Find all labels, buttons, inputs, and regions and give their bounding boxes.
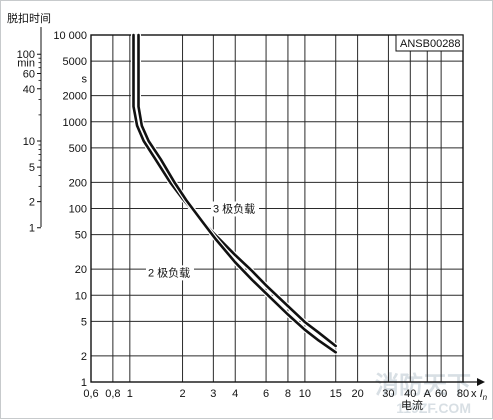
y-tick-label-seconds: 10 (75, 290, 87, 302)
y-tick-label-seconds: 200 (69, 177, 87, 189)
y-tick-label-seconds: 1000 (63, 117, 87, 129)
x-axis-title: 电流 (401, 398, 423, 412)
x-tick-label: 6 (263, 388, 269, 400)
x-tick-label: 20 (351, 388, 363, 400)
x-tick-label: 1 (127, 388, 133, 400)
x-tick-label: 80 (457, 388, 469, 400)
y-tick-label-minutes: 100 (17, 49, 35, 61)
y-tick-label-seconds: 50 (75, 230, 87, 242)
x-tick-label: A (424, 388, 432, 400)
annotation-bg (146, 265, 194, 281)
y-tick-label-seconds: 2000 (63, 91, 87, 103)
series-line-2 (137, 33, 337, 354)
y-tick-label-seconds: 100 (69, 204, 87, 216)
x-tick-label: 8 (285, 388, 291, 400)
watermark-text: 消防天下 (375, 371, 471, 399)
series-halo (136, 32, 339, 355)
x-tick-label: 0,6 (83, 388, 98, 400)
x-tick-label: 0,8 (105, 388, 120, 400)
y-tick-label-minutes: 40 (23, 84, 35, 96)
y-tick-label-seconds: 1 (81, 377, 87, 389)
y-tick-label-seconds: 20 (75, 264, 87, 276)
y-tick-label-seconds: 5 (81, 316, 87, 328)
y-tick-label-seconds: 10 000 (53, 30, 87, 42)
x-tick-label: 2 (179, 388, 185, 400)
x-unit-label: x In (471, 388, 488, 402)
annotation-bg (211, 201, 259, 217)
y-tick-label-minutes: 5 (29, 162, 35, 174)
x-tick-label: 30 (382, 388, 394, 400)
y-tick-label-minutes: 10 (23, 136, 35, 148)
y-unit-seconds: s (82, 73, 88, 85)
watermark-url: 119ZF.COM (396, 400, 471, 416)
y-unit-minutes: min (17, 58, 35, 70)
x-tick-label: 40 (404, 388, 416, 400)
x-tick-label: 3 (210, 388, 216, 400)
y-tick-label-minutes: 2 (29, 197, 35, 209)
y-tick-label-seconds: 500 (69, 143, 87, 155)
plot-frame (90, 34, 464, 383)
x-tick-label: 4 (232, 388, 238, 400)
code-label-box (395, 34, 464, 52)
code-label: ANSB00288 (400, 38, 461, 50)
y-axis-title: 脱扣时间 (7, 11, 51, 25)
y-tick-label-seconds: 5000 (63, 56, 87, 68)
y-tick-label-seconds: 2 (81, 351, 87, 363)
annotation-3-pole: 3 极负载 (213, 201, 255, 215)
y-tick-label-minutes: 1 (29, 223, 35, 235)
x-axis-arrow-icon (477, 378, 485, 386)
y-tick-label-minutes: 60 (23, 68, 35, 80)
annotation-2-pole: 2 极负载 (148, 265, 190, 279)
x-tick-label: 15 (330, 388, 342, 400)
x-tick-label: 10 (299, 388, 311, 400)
x-tick-label: 60 (435, 388, 447, 400)
